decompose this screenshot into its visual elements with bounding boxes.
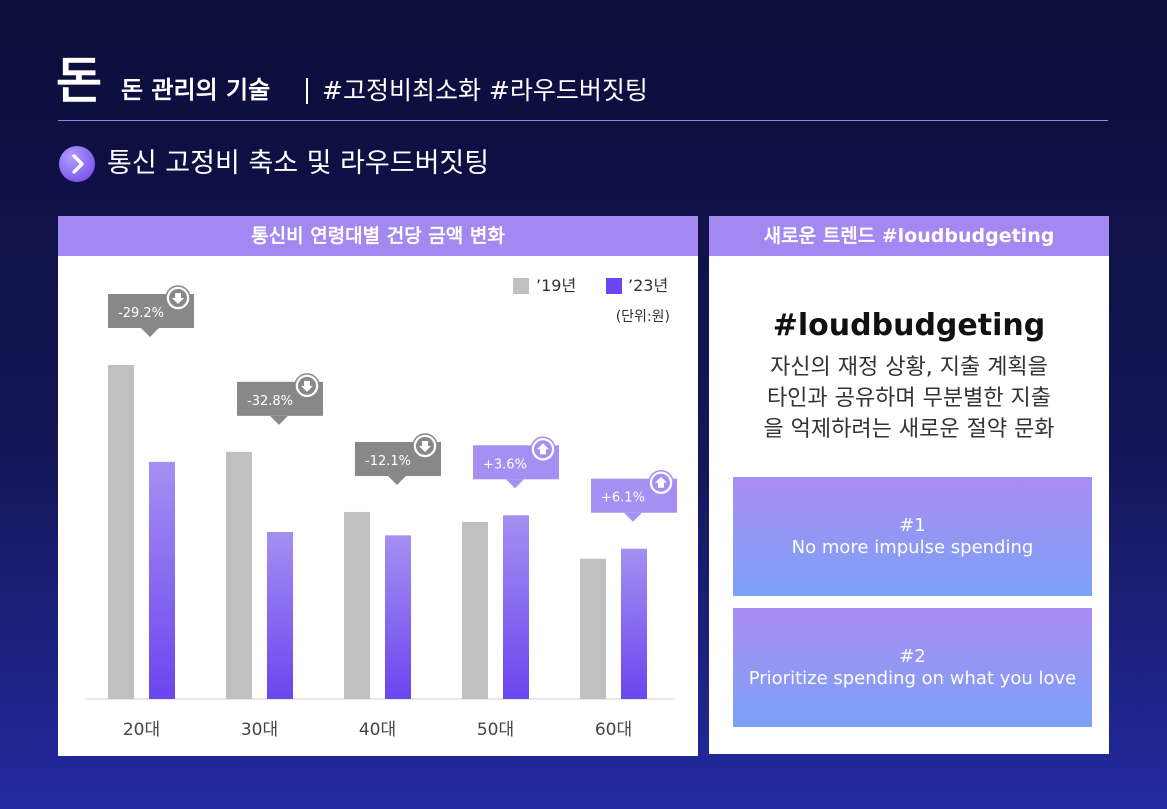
brand-title: 돈 관리의 기술: [121, 76, 271, 104]
arrow-up-icon: [537, 443, 549, 455]
bar-2023: [385, 535, 411, 699]
change-badge-pointer: [506, 479, 524, 489]
bar-2019: [108, 365, 134, 699]
change-badge-pointer: [270, 415, 288, 425]
change-badge-pointer: [624, 512, 642, 522]
legend-swatch-2019: [513, 278, 529, 294]
trend-card-number: #2: [899, 645, 926, 667]
change-label: +6.1%: [601, 491, 645, 506]
legend-label-2023: ’23년: [628, 276, 668, 295]
chart-panel-title: 통신비 연령대별 건당 금액 변화: [58, 216, 698, 256]
trend-desc-line: 타인과 공유하며 무분별한 지출: [766, 386, 1052, 411]
bar-2019: [580, 558, 606, 699]
change-label: -29.2%: [118, 306, 164, 321]
bar-2019: [462, 521, 488, 699]
trend-panel: 새로운 트렌드 #loudbudgeting #loudbudgeting 자신…: [709, 216, 1109, 754]
change-label: -12.1%: [365, 454, 411, 469]
section-subtitle: 통신 고정비 축소 및 라우드버짓팅: [107, 148, 490, 179]
trend-card-text: Prioritize spending on what you love: [748, 667, 1077, 689]
arrow-down-icon: [419, 440, 431, 452]
trend-desc-line: 을 억제하려는 새로운 절약 문화: [763, 417, 1055, 442]
header-divider: [58, 120, 1108, 121]
bar-2023: [503, 515, 529, 699]
x-tick-label: 30대: [241, 720, 278, 740]
trend-card-1: #1 No more impulse spending: [733, 477, 1092, 596]
x-tick-label: 50대: [477, 720, 514, 740]
bar-2019: [344, 511, 370, 699]
brand-logo: 돈: [56, 52, 102, 110]
bar-chart: 20대 -29.2% 30대 -32.8% 40대 -12.1% 50대 +3.6% 60대 +6…: [86, 276, 677, 740]
trend-panel-title: 새로운 트렌드 #loudbudgeting: [709, 216, 1109, 256]
chevron-right-icon: [59, 146, 95, 182]
bar-2023: [267, 532, 293, 699]
arrow-down-icon: [301, 380, 313, 392]
bar-2019: [226, 451, 252, 699]
trend-headline: #loudbudgeting: [772, 308, 1046, 343]
x-tick-label: 20대: [123, 720, 160, 740]
chart-panel: 통신비 연령대별 건당 금액 변화 20대 -29.2% 30대 -32.8% 40대 -…: [58, 216, 698, 756]
trend-description: 자신의 재정 상황, 지출 계획을 타인과 공유하며 무분별한 지출 을 억제하…: [709, 352, 1109, 445]
bar-2023: [149, 461, 175, 699]
change-label: -32.8%: [247, 394, 293, 409]
change-badge-pointer: [141, 328, 159, 337]
x-tick-label: 60대: [595, 720, 632, 740]
trend-desc-line: 자신의 재정 상황, 지출 계획을: [770, 355, 1048, 380]
change-label: +3.6%: [483, 457, 527, 472]
bar-2023: [621, 548, 647, 699]
unit-label: (단위:원): [616, 309, 670, 325]
header-tags: #고정비최소화 #라우드버짓팅: [322, 76, 648, 105]
trend-card-text: No more impulse spending: [791, 536, 1034, 558]
arrow-down-icon: [172, 293, 184, 304]
trend-card-number: #1: [899, 514, 926, 536]
header-separator: [306, 78, 308, 104]
legend-label-2019: ’19년: [536, 276, 576, 295]
change-badge-pointer: [388, 475, 406, 485]
x-tick-label: 40대: [359, 720, 396, 740]
legend-swatch-2023: [606, 278, 622, 294]
arrow-up-icon: [655, 476, 667, 488]
trend-card-2: #2 Prioritize spending on what you love: [733, 608, 1092, 727]
